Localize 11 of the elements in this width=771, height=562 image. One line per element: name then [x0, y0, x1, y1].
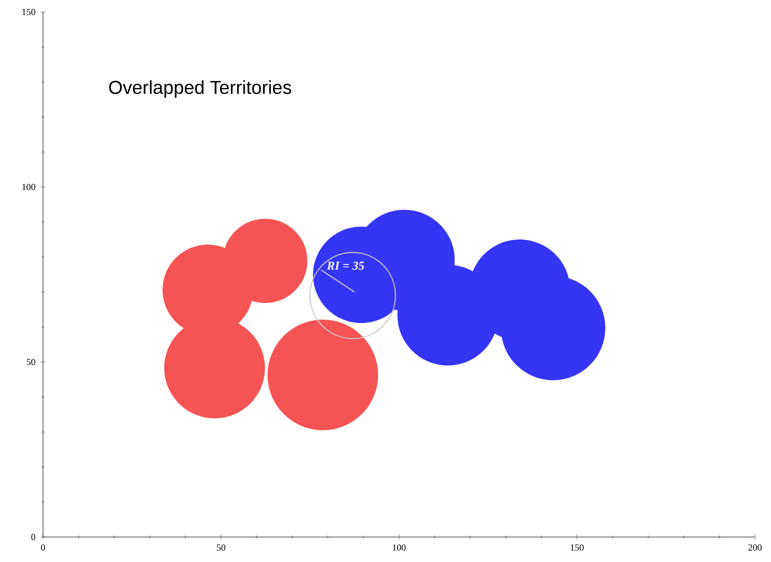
x-tick-label: 50 [216, 544, 226, 551]
y-tick-label: 100 [22, 184, 36, 190]
x-tick-label: 0 [41, 544, 45, 551]
annotation: RI = 35 [326, 262, 364, 270]
x-tick-label: 100 [392, 544, 406, 551]
text: Overlapped Territories [109, 80, 292, 98]
y-tick-label: 0 [31, 534, 36, 540]
x-tick-label: 200 [748, 544, 762, 551]
y-tick-label: 50 [26, 358, 36, 366]
y-tick-label: 150 [22, 8, 36, 16]
x-tick-label: 150 [570, 544, 584, 551]
